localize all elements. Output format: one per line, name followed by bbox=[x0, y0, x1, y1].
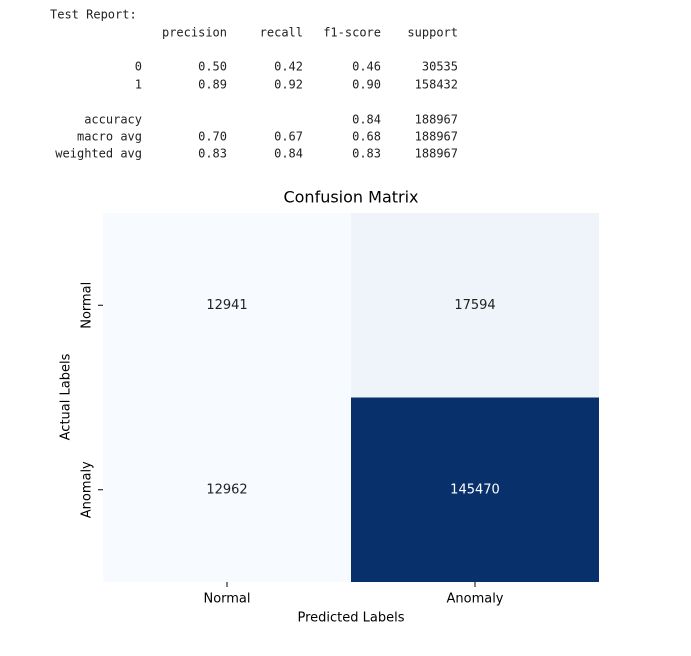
report-column-header: support bbox=[407, 26, 458, 40]
x-axis-label: Predicted Labels bbox=[297, 611, 404, 626]
report-cell: 188967 bbox=[415, 147, 458, 161]
report-cell: 0.90 bbox=[352, 78, 381, 92]
report-cell: 0.84 bbox=[274, 147, 303, 161]
report-column-header: precision bbox=[162, 26, 227, 40]
heatmap-cell bbox=[103, 213, 351, 398]
report-row-label: weighted avg bbox=[55, 147, 142, 161]
report-cell: 0.83 bbox=[198, 147, 227, 161]
heatmap-cell bbox=[351, 397, 599, 582]
report-cell: 0.68 bbox=[352, 130, 381, 144]
report-cell: 0.67 bbox=[274, 130, 303, 144]
y-tick-label: Anomaly bbox=[80, 461, 95, 518]
report-column-header: recall bbox=[260, 26, 303, 40]
report-row-label: accuracy bbox=[84, 113, 142, 127]
cell-annotation: 12941 bbox=[206, 298, 247, 313]
report-cell: 0.42 bbox=[274, 60, 303, 74]
report-cell: 30535 bbox=[422, 60, 458, 74]
report-cell: 188967 bbox=[415, 113, 458, 127]
report-row-label: 1 bbox=[135, 78, 142, 92]
y-tick-label: Normal bbox=[80, 282, 95, 329]
x-tick-label: Anomaly bbox=[446, 592, 503, 607]
report-cell: 0.92 bbox=[274, 78, 303, 92]
report-cell: 0.46 bbox=[352, 60, 381, 74]
report-cell: 0.84 bbox=[352, 113, 381, 127]
report-cell: 0.70 bbox=[198, 130, 227, 144]
report-cell: 188967 bbox=[415, 130, 458, 144]
report-row-label: 0 bbox=[135, 60, 142, 74]
report-cell: 0.89 bbox=[198, 78, 227, 92]
cell-annotation: 17594 bbox=[454, 298, 495, 313]
chart-title: Confusion Matrix bbox=[283, 188, 418, 207]
report-cell: 158432 bbox=[415, 78, 458, 92]
y-axis-label: Actual Labels bbox=[59, 353, 74, 440]
report-row-label: macro avg bbox=[77, 130, 142, 144]
cell-annotation: 12962 bbox=[206, 482, 247, 497]
report-cell: 0.83 bbox=[352, 147, 381, 161]
report-title: Test Report: bbox=[50, 8, 137, 22]
cell-annotation: 145470 bbox=[450, 482, 500, 497]
report-cell: 0.50 bbox=[198, 60, 227, 74]
x-tick-label: Normal bbox=[203, 592, 250, 607]
heatmap-cell bbox=[351, 213, 599, 398]
report-column-header: f1-score bbox=[323, 26, 381, 40]
heatmap-cell bbox=[103, 397, 351, 582]
